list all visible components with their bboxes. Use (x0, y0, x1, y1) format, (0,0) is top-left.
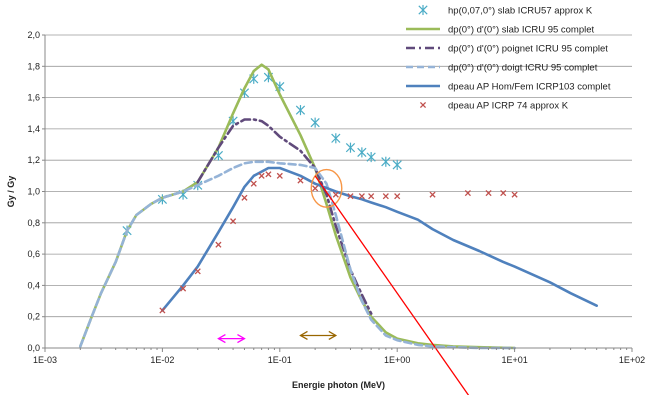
series-5 (162, 168, 596, 310)
data-point (296, 105, 304, 115)
data-point (216, 242, 221, 247)
double-arrow-1 (218, 335, 244, 343)
data-point (369, 194, 374, 199)
legend-swatch (420, 102, 425, 107)
annotation-layer (218, 170, 479, 395)
axes: 0,0 0,2 0,4 0,6 0,8 1,0 1,2 1,4 1,6 1,8 2,0 1E-03 1E… (27, 30, 645, 365)
y-axis-label: Gy / Gy (6, 176, 16, 208)
data-point (383, 194, 388, 199)
y-tick-label: 1,6 (27, 93, 40, 103)
legend-label: dp(0°) d'(0°) slab ICRU 95 complet (448, 25, 595, 36)
series-4 (80, 162, 514, 348)
data-point (298, 178, 303, 183)
y-tick-label: 1,2 (27, 155, 40, 165)
x-axis-label: Energie photon (MeV) (292, 380, 385, 390)
series-1 (123, 72, 402, 235)
x-tick-label: 1E+01 (501, 355, 527, 365)
double-arrow-2 (300, 331, 335, 339)
data-point (358, 147, 366, 157)
x-tick-label: 1E-03 (33, 355, 57, 365)
y-tick-label: 1,8 (27, 61, 40, 71)
legend-label: dp(0°) d'(0°) poignet ICRU 95 complet (448, 44, 608, 55)
data-point (382, 157, 390, 167)
legend-label: dpeau AP ICRP 74 approx K (448, 101, 569, 112)
x-tick-label: 1E+02 (619, 355, 645, 365)
series-line (80, 162, 514, 348)
y-tick-label: 0,0 (27, 343, 40, 353)
legend: hp(0,07,0°) slab ICRU57 approx K dp(0°) d… (406, 5, 611, 112)
y-tick-label: 1,4 (27, 124, 40, 134)
data-point (311, 118, 319, 128)
x-tick-label: 1E+00 (384, 355, 410, 365)
data-point (395, 194, 400, 199)
y-tick-label: 0,2 (27, 312, 40, 322)
legend-entry: dp(0°) d'(0°) poignet ICRU 95 complet (406, 44, 608, 55)
y-tick-label: 2,0 (27, 30, 40, 40)
x-tick-label: 1E-01 (268, 355, 292, 365)
y-tick-label: 1,0 (27, 187, 40, 197)
data-point (393, 160, 401, 170)
data-point (195, 269, 200, 274)
data-point (430, 192, 435, 197)
legend-entry: dpeau AP Hom/Fem ICRP103 complet (406, 82, 611, 93)
data-point (332, 133, 340, 143)
data-point (259, 173, 264, 178)
legend-label: dp(0°) d'(0°) doigt ICRU 95 complet (448, 63, 598, 74)
legend-label: hp(0,07,0°) slab ICRU57 approx K (448, 6, 593, 17)
series-line (162, 168, 596, 310)
legend-entry: dp(0°) d'(0°) doigt ICRU 95 complet (406, 63, 598, 74)
data-point (367, 152, 375, 162)
legend-entry: hp(0,07,0°) slab ICRU57 approx K (419, 5, 593, 17)
data-point (313, 186, 318, 191)
data-point (512, 192, 517, 197)
y-tick-label: 0,8 (27, 218, 40, 228)
y-tick-label: 0,6 (27, 249, 40, 259)
legend-swatch (419, 5, 427, 15)
series-3 (198, 120, 372, 314)
series-line (198, 120, 372, 314)
legend-entry: dp(0°) d'(0°) slab ICRU 95 complet (406, 25, 595, 36)
legend-label: dpeau AP Hom/Fem ICRP103 complet (448, 82, 611, 93)
legend-entry: dpeau AP ICRP 74 approx K (420, 101, 568, 112)
y-tick-label: 0,4 (27, 280, 40, 290)
data-point (346, 143, 354, 153)
data-point (242, 195, 247, 200)
data-point (266, 172, 271, 177)
data-point (251, 181, 256, 186)
data-point (277, 173, 282, 178)
x-tick-label: 1E-02 (150, 355, 174, 365)
